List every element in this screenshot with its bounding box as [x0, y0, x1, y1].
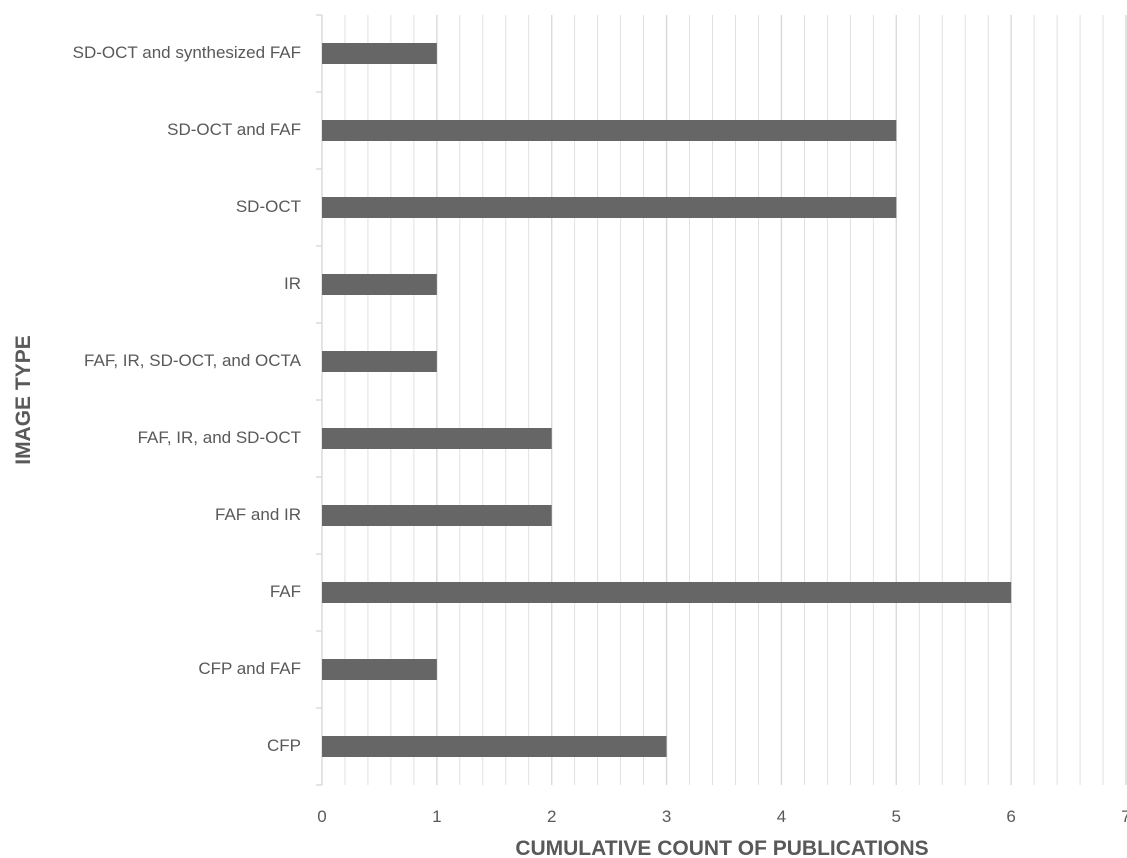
- y-tick-label: FAF and IR: [215, 505, 301, 524]
- y-tick-label: SD-OCT and FAF: [167, 120, 301, 139]
- y-axis-title: IMAGE TYPE: [12, 335, 35, 465]
- bar: [322, 736, 667, 757]
- y-tick-label: FAF, IR, SD-OCT, and OCTA: [84, 351, 302, 370]
- y-tick-label: SD-OCT and synthesized FAF: [73, 43, 301, 62]
- x-axis-tick-labels: 0 1 2 3 4 5 6 7: [317, 807, 1127, 826]
- bar: [322, 43, 437, 64]
- y-tick-label: CFP: [267, 736, 301, 755]
- x-tick-label: 6: [1006, 807, 1015, 826]
- bar: [322, 582, 1012, 603]
- bar: [322, 120, 897, 141]
- x-axis-title: CUMULATIVE COUNT OF PUBLICATIONS: [515, 837, 928, 858]
- x-tick-label: 3: [662, 807, 671, 826]
- x-tick-label: 2: [547, 807, 556, 826]
- y-axis-ticks: [316, 14, 322, 786]
- bar: [322, 428, 552, 449]
- y-tick-label: FAF: [270, 582, 301, 601]
- bar: [322, 197, 897, 218]
- x-tick-label: 0: [317, 807, 326, 826]
- y-tick-label: IR: [284, 274, 301, 293]
- bars: [322, 43, 1012, 757]
- x-tick-label: 1: [432, 807, 441, 826]
- bar: [322, 505, 552, 526]
- y-tick-label: FAF, IR, and SD-OCT: [138, 428, 301, 447]
- bar: [322, 351, 437, 372]
- x-tick-label: 4: [777, 807, 786, 826]
- gridlines: [344, 15, 1127, 785]
- bar: [322, 659, 437, 680]
- bar: [322, 274, 437, 295]
- x-tick-label: 5: [892, 807, 901, 826]
- y-axis-tick-labels: SD-OCT and synthesized FAF SD-OCT and FAF…: [73, 43, 302, 755]
- y-tick-label: CFP and FAF: [198, 659, 301, 678]
- x-tick-label: 7: [1121, 807, 1127, 826]
- y-tick-label: SD-OCT: [236, 197, 301, 216]
